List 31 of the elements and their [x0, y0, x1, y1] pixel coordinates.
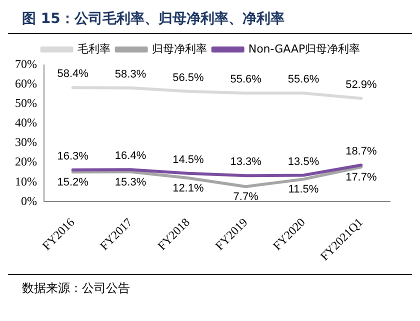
data-label: 55.6% — [288, 74, 320, 86]
data-label: 12.1% — [172, 182, 204, 195]
data-label: 16.4% — [114, 150, 146, 162]
data-label: 58.4% — [57, 68, 89, 80]
legend-label: 归母净利率 — [152, 42, 207, 56]
y-tick-label: 50% — [14, 96, 37, 110]
y-tick-label: 30% — [14, 135, 37, 150]
data-label: 11.5% — [288, 184, 319, 196]
data-label: 7.7% — [233, 191, 259, 204]
data-label: 17.7% — [346, 172, 377, 184]
data-label: 18.7% — [346, 146, 377, 158]
data-label: 13.3% — [230, 156, 262, 168]
y-tick-label: 10% — [14, 174, 37, 188]
y-tick-label: 20% — [14, 154, 37, 169]
chart-title: 图 15：公司毛利率、归母净利率、净利率 — [8, 8, 412, 34]
legend-label: 毛利率 — [77, 42, 110, 56]
data-label: 13.5% — [288, 156, 320, 168]
data-label: 14.5% — [172, 154, 204, 166]
source-note: 数据来源：公司公告 — [8, 274, 412, 297]
data-label: 15.3% — [114, 176, 146, 188]
y-tick-label: 70% — [14, 57, 37, 72]
data-label: 58.3% — [114, 68, 146, 80]
data-label: 55.6% — [230, 74, 262, 86]
data-label: 16.3% — [57, 150, 89, 162]
y-tick-label: 0% — [20, 194, 37, 208]
data-label: 15.2% — [57, 176, 89, 188]
data-label: 52.9% — [346, 78, 377, 91]
y-tick-label: 40% — [14, 116, 37, 130]
data-label: 56.5% — [172, 72, 204, 84]
y-tick-label: 60% — [14, 76, 37, 91]
legend-label: Non-GAAP归母净利率 — [248, 42, 360, 56]
